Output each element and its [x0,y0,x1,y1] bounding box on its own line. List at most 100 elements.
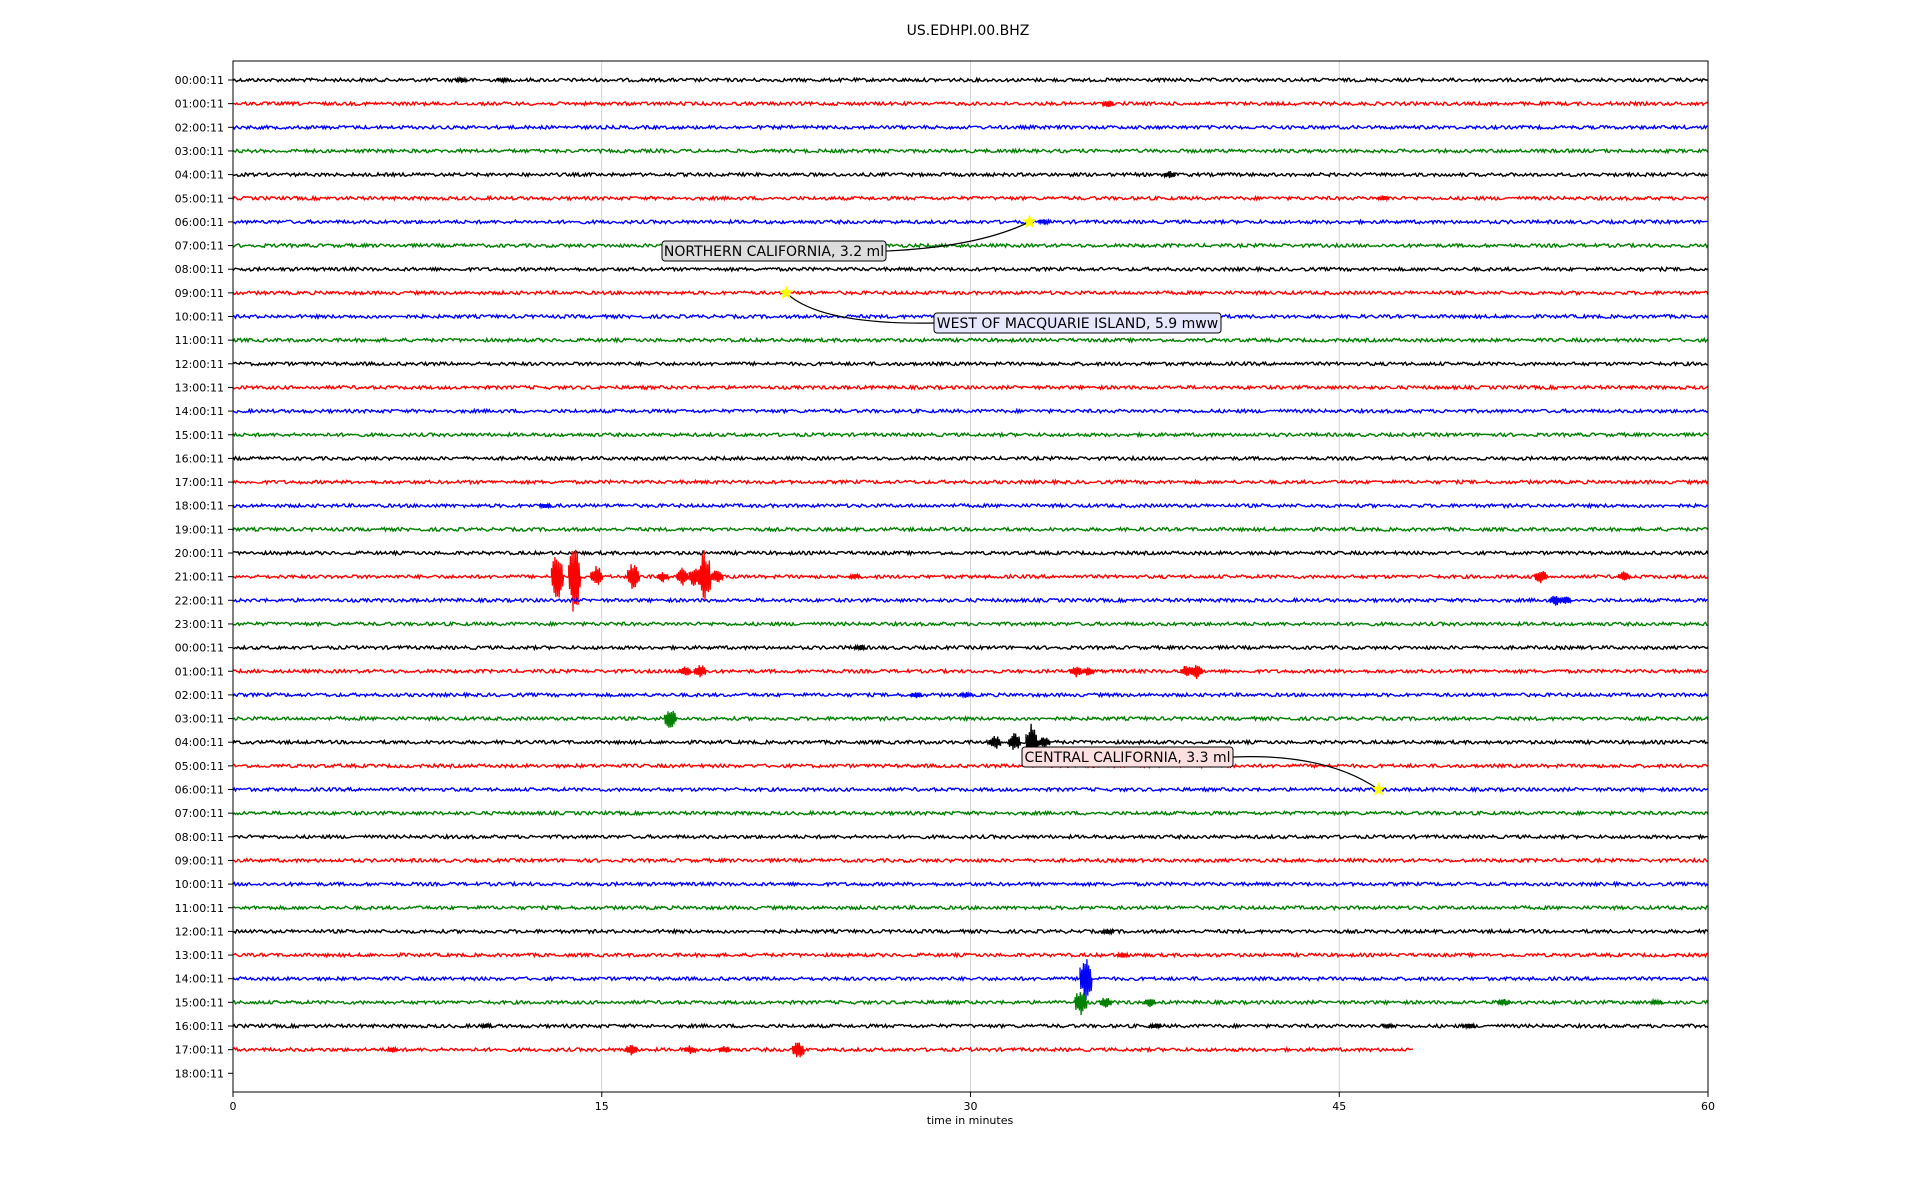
seismic-burst [1649,998,1663,1007]
seismic-burst [627,564,641,589]
row-time-label: 14:00:11 [175,405,224,418]
row-time-label: 02:00:11 [175,121,224,134]
seismic-burst [791,1042,806,1058]
x-axis: 0 15 30 45 60 [230,1092,1715,1113]
annotation-box [661,240,887,262]
seismic-trace [232,975,1709,983]
seismic-burst [1143,999,1157,1008]
seismic-trace [232,336,1709,344]
seismic-trace [232,549,1709,557]
seismic-burst [853,643,867,652]
event-annotation: CENTRAL CALIFORNIA, 3.3 ml [1021,746,1386,796]
seismic-burst [678,666,692,676]
seismic-trace [232,738,1709,746]
event-star-icon [1371,781,1386,796]
seismic-burst [693,665,707,678]
seismic-burst [1099,997,1113,1008]
seismic-burst [1101,99,1115,109]
seismic-burst [1081,667,1096,676]
seismic-trace [232,856,1709,864]
seismic-burst [590,565,604,585]
seismic-burst [698,550,712,601]
row-time-label: 03:00:11 [175,713,224,726]
seismic-burst [1381,1022,1395,1030]
row-time-label: 19:00:11 [175,523,224,536]
seismic-trace [232,454,1709,462]
seismic-burst [1376,194,1390,203]
event-star-icon [778,285,794,300]
seismic-burst [1074,992,1088,1016]
trace-layer [232,75,1709,1058]
seismic-burst [496,76,510,85]
row-time-label: 11:00:11 [175,334,224,347]
row-time-label: 00:00:11 [175,74,224,87]
seismic-burst [386,1045,400,1053]
seismic-trace [232,360,1709,368]
row-time-label: 08:00:11 [175,831,224,844]
seismic-trace [232,384,1709,391]
seismic-burst [624,1044,638,1056]
seismic-burst [479,1021,493,1030]
seismic-trace [232,431,1709,439]
seismic-burst [1190,664,1204,680]
row-time-label: 04:00:11 [175,736,224,749]
row-time-label: 05:00:11 [175,760,224,773]
chart-title: US.EDHPI.00.BHZ [907,23,1030,39]
seismic-trace [232,573,1709,581]
annotation-connector [785,292,935,324]
row-time-label: 07:00:11 [175,240,224,253]
seismic-burst [656,572,670,583]
annotation-connector [1232,756,1379,790]
seismic-trace [232,218,1709,226]
seismic-burst [538,501,552,510]
seismic-burst [718,1045,732,1054]
annotation-layer: NORTHERN CALIFORNIA, 3.2 ml WEST OF MACQU… [661,214,1386,796]
seismic-burst [1037,737,1051,748]
row-time-label: 18:00:11 [175,1067,224,1080]
seismic-burst [848,572,862,581]
seismic-burst [1497,998,1511,1006]
row-time-label: 06:00:11 [175,784,224,797]
x-tick-label: 45 [1332,1100,1346,1113]
seismic-burst [958,690,973,699]
row-time-label: 13:00:11 [175,949,224,962]
seismic-burst [1025,723,1039,756]
row-time-label: 04:00:11 [175,169,224,182]
row-time-label: 22:00:11 [175,594,224,607]
row-time-label: 06:00:11 [175,216,224,229]
seismic-trace [232,667,1709,675]
annotation-box [933,312,1222,334]
x-tick-label: 0 [230,1100,237,1113]
seismic-burst [568,549,582,612]
seismic-burst [1148,1021,1162,1030]
seismic-burst [676,567,690,586]
annotation-label: CENTRAL CALIFORNIA, 3.3 ml [1024,750,1230,766]
seismic-burst [1037,217,1051,226]
seismic-trace [232,951,1709,959]
seismic-trace [232,691,1709,699]
x-tick-label: 15 [595,1100,609,1113]
seismic-trace [232,596,1709,604]
seismic-trace [232,502,1709,510]
seismic-trace [232,809,1709,817]
seismic-trace [232,147,1709,155]
seismic-trace [232,1022,1709,1030]
row-time-label: 18:00:11 [175,500,224,513]
row-time-label: 12:00:11 [175,925,224,938]
row-time-label: 10:00:11 [175,878,224,891]
annotation-label: WEST OF MACQUARIE ISLAND, 5.9 mww [937,316,1218,332]
row-time-label: 02:00:11 [175,689,224,702]
seismic-burst [1069,666,1083,678]
row-time-label: 05:00:11 [175,192,224,205]
row-time-label: 09:00:11 [175,854,224,867]
row-time-label: 20:00:11 [175,547,224,560]
seismic-trace [232,123,1709,131]
row-time-label: 00:00:11 [175,642,224,655]
seismic-trace [232,478,1709,486]
seismic-trace [232,927,1709,935]
row-time-label: 10:00:11 [175,311,224,324]
row-time-label: 01:00:11 [175,98,224,111]
row-time-label: 09:00:11 [175,287,224,300]
row-time-label: 03:00:11 [175,145,224,158]
